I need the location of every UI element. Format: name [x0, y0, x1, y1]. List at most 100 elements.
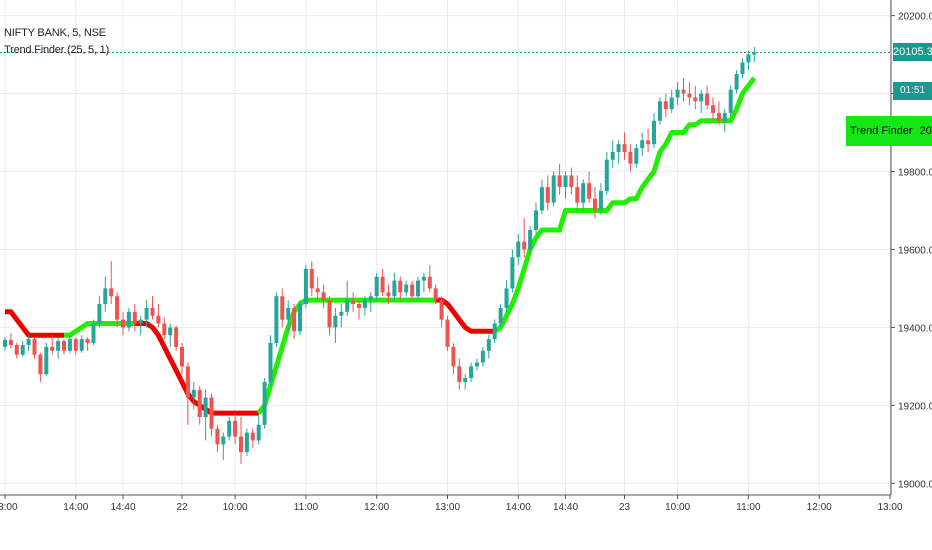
candle-body	[150, 307, 155, 316]
candle-body	[646, 140, 651, 145]
candle-body	[138, 319, 143, 324]
candle-body	[209, 397, 214, 429]
price-tick-label: 19800.00	[898, 167, 932, 178]
candle-body	[652, 120, 656, 145]
candle-body	[321, 292, 326, 301]
candle-body	[362, 300, 367, 308]
time-tick-label: 14:00	[63, 502, 88, 513]
indicator-legend[interactable]: Trend Finder (25, 5, 1)	[4, 44, 110, 56]
candle-body	[427, 276, 432, 289]
candle-body	[746, 54, 751, 63]
candle-body	[439, 300, 444, 320]
candle-body	[475, 362, 479, 367]
trend-finder-segment-down	[5, 309, 64, 338]
time-tick-label: 13:00	[877, 502, 902, 513]
candle-body	[728, 89, 733, 114]
candle-body	[386, 292, 391, 297]
candle-body	[557, 175, 562, 188]
candle-body	[421, 276, 426, 281]
candle-body	[262, 381, 267, 425]
candle-body	[44, 346, 49, 375]
candle-body	[250, 432, 255, 441]
trend-finder-segment-down	[134, 321, 259, 416]
candle-body	[32, 339, 37, 355]
candle-body	[103, 288, 108, 305]
candle-body	[699, 93, 704, 102]
candle-body	[239, 436, 243, 453]
price-tick-label: 19600.00	[898, 245, 932, 256]
candle-body	[79, 339, 84, 351]
candles	[3, 46, 757, 464]
time-tick-label: 12:00	[364, 502, 389, 513]
candle-body	[115, 296, 120, 320]
candle-body	[162, 323, 167, 336]
trend-finder-segment-up	[256, 297, 436, 415]
time-tick-label: 13:00	[435, 502, 460, 513]
candle-body	[581, 183, 586, 203]
candle-body	[492, 323, 497, 340]
candle-body	[197, 389, 202, 418]
candle-body	[445, 319, 450, 347]
time-tick-label: 23	[619, 502, 631, 513]
time-tick-label: 10:00	[223, 502, 248, 513]
candle-body	[693, 97, 698, 102]
time-axis[interactable]: 13:00 14:00 14:40 22 10:00 11:00 12:00 13:00 14:…	[0, 495, 903, 513]
candle-body	[469, 366, 474, 379]
candle-body	[345, 300, 350, 312]
candle-body	[8, 339, 13, 345]
candle-body	[26, 339, 31, 345]
candle-body	[286, 307, 291, 320]
candle-body	[221, 436, 226, 445]
candle-body	[640, 140, 645, 149]
candle-body	[463, 378, 468, 382]
candle-body	[604, 159, 609, 191]
symbol-legend[interactable]: NIFTY BANK, 5, NSE	[4, 27, 106, 39]
candle-body	[681, 89, 686, 94]
candle-body	[3, 339, 7, 347]
candle-body	[498, 307, 503, 324]
candle-body	[185, 366, 190, 398]
candle-body	[433, 288, 438, 301]
candle-body	[740, 62, 745, 75]
candle-body	[174, 327, 179, 347]
trend-finder-segment-down	[435, 297, 495, 334]
candle-body	[38, 354, 43, 375]
candle-body	[534, 210, 538, 230]
candle-body	[404, 284, 409, 293]
candle-body	[457, 366, 462, 382]
candle-body	[687, 93, 692, 98]
candle-body	[486, 339, 491, 351]
candle-body	[705, 93, 710, 106]
candle-body	[610, 152, 615, 160]
price-tick-label: 19400.00	[898, 323, 932, 334]
candle-body	[292, 307, 297, 332]
candle-body	[410, 284, 415, 297]
candle-body	[215, 428, 220, 445]
time-tick-label: 10:00	[665, 502, 690, 513]
candle-body	[156, 315, 161, 324]
candle-body	[593, 198, 597, 211]
time-tick-label: 11:00	[736, 502, 761, 513]
candle-body	[191, 389, 196, 398]
candle-body	[315, 288, 320, 293]
time-tick-label: 14:00	[506, 502, 531, 513]
candle-body	[587, 183, 592, 199]
candle-body	[545, 187, 550, 203]
candle-body	[168, 327, 173, 336]
candle-body	[67, 339, 72, 351]
time-tick-label: 11:00	[294, 502, 319, 513]
candle-body	[351, 300, 356, 305]
candle-body	[504, 288, 509, 308]
time-tick-label: 14:40	[553, 502, 578, 513]
candle-body	[368, 296, 373, 301]
candle-body	[616, 144, 621, 153]
candle-body	[675, 89, 680, 98]
candle-body	[716, 113, 721, 121]
candle-body	[734, 74, 739, 90]
candle-body	[203, 397, 208, 418]
candle-body	[309, 268, 314, 289]
candle-body	[256, 424, 261, 441]
candle-body	[510, 257, 515, 289]
